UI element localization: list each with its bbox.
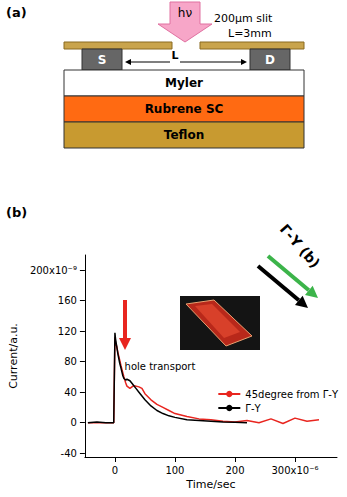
svg-text:(b): (b) [6, 205, 27, 220]
svg-text:Time/sec: Time/sec [185, 478, 235, 491]
svg-text:L=3mm: L=3mm [228, 27, 272, 40]
svg-text:(a): (a) [6, 5, 27, 20]
svg-text:Γ-Y: Γ-Y [245, 403, 261, 414]
svg-text:40: 40 [64, 387, 77, 398]
svg-text:45degree from Γ-Y: 45degree from Γ-Y [245, 389, 339, 400]
svg-text:hole transport: hole transport [125, 361, 196, 372]
svg-text:S: S [98, 53, 107, 67]
svg-text:hν: hν [178, 6, 193, 20]
svg-text:Γ-Y (b): Γ-Y (b) [277, 221, 324, 271]
svg-text:200μm slit: 200μm slit [214, 12, 273, 25]
svg-text:L: L [171, 49, 178, 62]
svg-text:-40: -40 [61, 448, 77, 459]
svg-text:120: 120 [58, 326, 77, 337]
svg-text:160: 160 [58, 295, 77, 306]
svg-text:Myler: Myler [165, 76, 203, 90]
svg-text:0: 0 [112, 465, 118, 476]
svg-text:Current/a.u.: Current/a.u. [7, 323, 20, 389]
svg-text:80: 80 [64, 356, 77, 367]
svg-text:200x10⁻⁹: 200x10⁻⁹ [30, 265, 77, 276]
svg-text:D: D [265, 53, 275, 67]
svg-text:300x10⁻⁶: 300x10⁻⁶ [271, 465, 318, 476]
svg-text:Teflon: Teflon [164, 128, 204, 142]
svg-text:100: 100 [165, 465, 184, 476]
svg-text:200: 200 [225, 465, 244, 476]
svg-text:Rubrene SC: Rubrene SC [145, 102, 224, 116]
svg-text:0: 0 [71, 417, 77, 428]
